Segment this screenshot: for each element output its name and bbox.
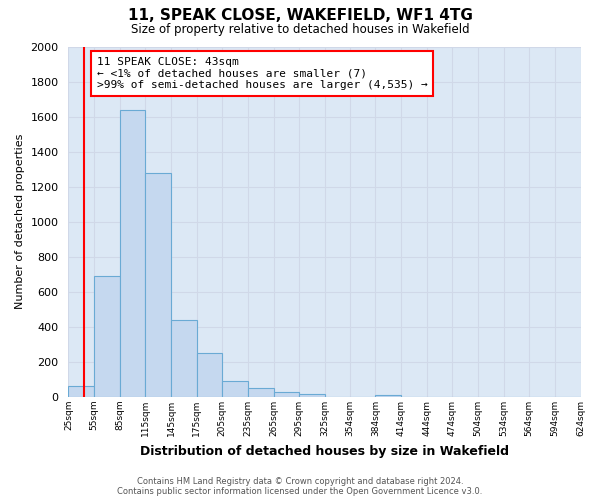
Y-axis label: Number of detached properties: Number of detached properties [15, 134, 25, 310]
Bar [222, 381, 248, 397]
Bar [299, 394, 325, 397]
Text: Size of property relative to detached houses in Wakefield: Size of property relative to detached ho… [131, 22, 469, 36]
Bar [94, 276, 119, 397]
Bar [145, 172, 171, 397]
Bar [376, 396, 401, 397]
Text: Contains public sector information licensed under the Open Government Licence v3: Contains public sector information licen… [118, 487, 482, 496]
Bar [119, 110, 145, 397]
Bar [274, 392, 299, 397]
Bar [68, 386, 94, 397]
Text: 11 SPEAK CLOSE: 43sqm
← <1% of detached houses are smaller (7)
>99% of semi-deta: 11 SPEAK CLOSE: 43sqm ← <1% of detached … [97, 57, 427, 90]
Text: Contains HM Land Registry data © Crown copyright and database right 2024.: Contains HM Land Registry data © Crown c… [137, 477, 463, 486]
Text: 11, SPEAK CLOSE, WAKEFIELD, WF1 4TG: 11, SPEAK CLOSE, WAKEFIELD, WF1 4TG [128, 8, 472, 22]
Bar [248, 388, 274, 397]
Bar [197, 353, 222, 397]
Bar [171, 320, 197, 397]
X-axis label: Distribution of detached houses by size in Wakefield: Distribution of detached houses by size … [140, 444, 509, 458]
